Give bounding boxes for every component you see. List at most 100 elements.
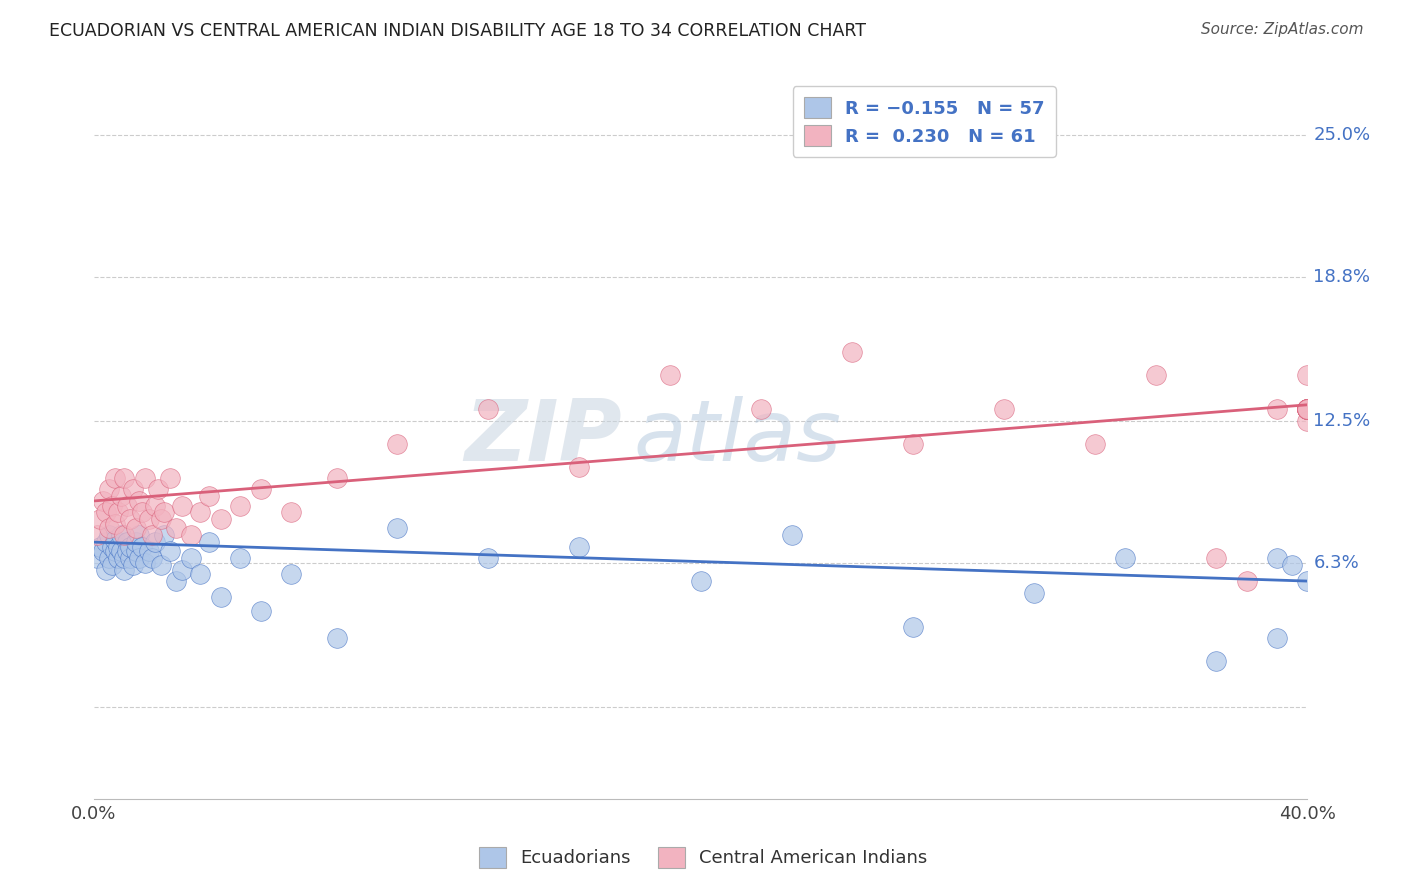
Point [1205, 654, 1227, 668]
Text: 18.8%: 18.8% [1313, 268, 1371, 285]
Point [165, 574, 187, 588]
Point [134, 556, 156, 570]
Point [112, 471, 135, 485]
Point [1296, 368, 1319, 382]
Point [104, 533, 127, 547]
Point [86, 551, 108, 566]
Point [107, 505, 129, 519]
Point [128, 528, 150, 542]
Point [94, 563, 117, 577]
Point [149, 558, 172, 572]
Point [180, 551, 202, 566]
Point [280, 505, 302, 519]
Point [117, 499, 139, 513]
Point [122, 558, 145, 572]
Point [107, 551, 129, 566]
Point [180, 528, 202, 542]
Point [159, 544, 181, 558]
Point [125, 544, 148, 558]
Point [1265, 551, 1288, 566]
Point [128, 494, 150, 508]
Point [89, 512, 111, 526]
Point [110, 544, 132, 558]
Point [387, 521, 409, 535]
Point [107, 540, 129, 554]
Point [477, 551, 499, 566]
Point [101, 558, 124, 572]
Point [568, 540, 591, 554]
Point [901, 620, 924, 634]
Point [110, 528, 132, 542]
Legend: R = −0.155   N = 57, R =  0.230   N = 61: R = −0.155 N = 57, R = 0.230 N = 61 [793, 87, 1056, 157]
Point [86, 528, 108, 542]
Point [901, 436, 924, 450]
Text: ECUADORIAN VS CENTRAL AMERICAN INDIAN DISABILITY AGE 18 TO 34 CORRELATION CHART: ECUADORIAN VS CENTRAL AMERICAN INDIAN DI… [49, 22, 866, 40]
Point [146, 483, 169, 497]
Point [209, 590, 232, 604]
Point [101, 540, 124, 554]
Point [1114, 551, 1136, 566]
Point [228, 499, 250, 513]
Point [1296, 402, 1319, 417]
Text: 12.5%: 12.5% [1313, 412, 1371, 430]
Point [159, 471, 181, 485]
Point [228, 551, 250, 566]
Point [689, 574, 711, 588]
Point [188, 567, 211, 582]
Text: Source: ZipAtlas.com: Source: ZipAtlas.com [1201, 22, 1364, 37]
Legend: Ecuadorians, Central American Indians: Ecuadorians, Central American Indians [468, 836, 938, 879]
Point [170, 499, 193, 513]
Point [1296, 574, 1319, 588]
Point [104, 544, 127, 558]
Point [131, 540, 153, 554]
Point [101, 499, 124, 513]
Point [125, 521, 148, 535]
Point [659, 368, 682, 382]
Point [841, 345, 863, 359]
Point [98, 551, 121, 566]
Point [280, 567, 302, 582]
Text: 6.3%: 6.3% [1313, 554, 1360, 572]
Point [198, 489, 221, 503]
Point [568, 459, 591, 474]
Point [152, 528, 174, 542]
Point [104, 516, 127, 531]
Point [198, 535, 221, 549]
Text: atlas: atlas [634, 396, 842, 480]
Point [120, 512, 142, 526]
Point [117, 535, 139, 549]
Point [128, 551, 150, 566]
Point [141, 551, 163, 566]
Point [325, 471, 347, 485]
Point [91, 544, 114, 558]
Point [249, 483, 271, 497]
Point [1281, 558, 1303, 572]
Point [1205, 551, 1227, 566]
Point [749, 402, 772, 417]
Point [165, 521, 187, 535]
Point [1024, 585, 1046, 599]
Point [152, 505, 174, 519]
Point [143, 499, 166, 513]
Point [170, 563, 193, 577]
Text: ZIP: ZIP [464, 396, 621, 480]
Point [143, 535, 166, 549]
Point [112, 551, 135, 566]
Point [122, 483, 145, 497]
Point [141, 528, 163, 542]
Point [117, 544, 139, 558]
Point [104, 471, 127, 485]
Point [94, 535, 117, 549]
Point [1296, 402, 1319, 417]
Point [1296, 402, 1319, 417]
Point [112, 528, 135, 542]
Point [993, 402, 1015, 417]
Point [131, 505, 153, 519]
Point [98, 528, 121, 542]
Point [1296, 402, 1319, 417]
Point [98, 483, 121, 497]
Point [134, 471, 156, 485]
Point [325, 632, 347, 646]
Point [110, 489, 132, 503]
Point [94, 505, 117, 519]
